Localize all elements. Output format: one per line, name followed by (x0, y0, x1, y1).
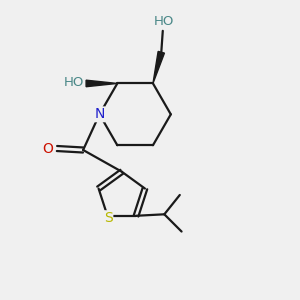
Text: HO: HO (154, 14, 174, 28)
Polygon shape (153, 51, 164, 83)
Text: O: O (42, 142, 53, 155)
Text: N: N (94, 107, 105, 121)
Text: HO: HO (63, 76, 84, 89)
Polygon shape (86, 80, 117, 87)
Text: S: S (104, 211, 112, 225)
